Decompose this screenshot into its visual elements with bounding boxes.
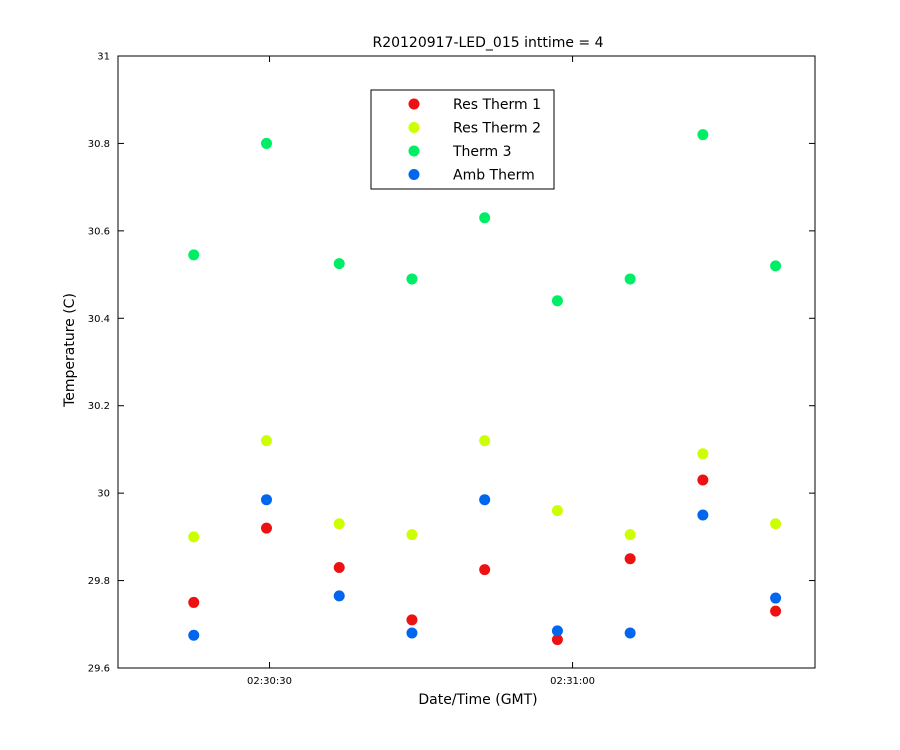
y-tick-label: 30.8: [88, 139, 110, 150]
data-point: [697, 509, 709, 521]
data-point: [260, 494, 272, 506]
data-point: [697, 474, 709, 486]
chart-title: R20120917-LED_015 inttime = 4: [372, 35, 603, 51]
x-tick-label: 02:31:00: [550, 676, 595, 687]
legend-marker: [408, 122, 420, 133]
data-point: [188, 629, 200, 641]
y-tick-label: 30.6: [88, 226, 110, 237]
data-point: [551, 634, 563, 646]
data-point: [551, 295, 563, 307]
data-point: [406, 627, 418, 639]
y-tick-label: 30: [97, 489, 110, 500]
data-point: [770, 518, 782, 530]
data-point: [188, 531, 200, 543]
data-point: [479, 494, 491, 506]
y-tick-label: 30.4: [88, 314, 110, 325]
data-point: [406, 273, 418, 285]
y-axis: 29.6 29.8 30 30.2 30.4 30.6 30.8 31: [88, 52, 815, 675]
data-point: [479, 435, 491, 447]
data-point: [406, 529, 418, 541]
data-point: [624, 273, 636, 285]
legend: Res Therm 1 Res Therm 2 Therm 3 Amb Therm: [370, 89, 555, 190]
legend-marker: [408, 98, 420, 110]
data-point: [260, 522, 272, 534]
data-point: [406, 614, 418, 626]
data-point: [333, 258, 345, 270]
data-point: [333, 518, 345, 530]
data-point: [624, 529, 636, 541]
data-point: [551, 505, 563, 517]
y-tick-label: 30.2: [88, 401, 110, 412]
data-point: [479, 564, 491, 576]
y-tick-label: 31: [97, 52, 110, 63]
y-tick-label: 29.8: [88, 576, 110, 587]
legend-marker: [408, 169, 420, 180]
data-point: [260, 137, 272, 149]
data-point: [260, 435, 272, 447]
data-point: [624, 627, 636, 639]
data-point: [188, 596, 200, 608]
y-axis-label: Temperature (C): [62, 293, 78, 408]
data-points: [188, 129, 782, 646]
legend-label: Res Therm 1: [453, 97, 541, 113]
data-point: [697, 448, 709, 460]
data-point: [770, 605, 782, 617]
data-point: [479, 212, 491, 224]
data-point: [333, 590, 345, 602]
data-point: [624, 553, 636, 565]
data-point: [333, 561, 345, 573]
legend-marker: [408, 145, 420, 157]
legend-label: Therm 3: [452, 144, 512, 160]
data-point: [188, 249, 200, 261]
data-point: [770, 260, 782, 272]
x-tick-label: 02:30:30: [247, 676, 292, 687]
data-point: [551, 625, 563, 637]
legend-label: Amb Therm: [453, 168, 535, 184]
x-axis-label: Date/Time (GMT): [418, 692, 537, 708]
data-point: [697, 129, 709, 141]
y-tick-label: 29.6: [88, 664, 110, 675]
x-axis: 02:30:30 02:31:00: [247, 56, 595, 687]
legend-label: Res Therm 2: [453, 121, 541, 137]
data-point: [770, 592, 782, 604]
legend-box: [370, 89, 555, 190]
